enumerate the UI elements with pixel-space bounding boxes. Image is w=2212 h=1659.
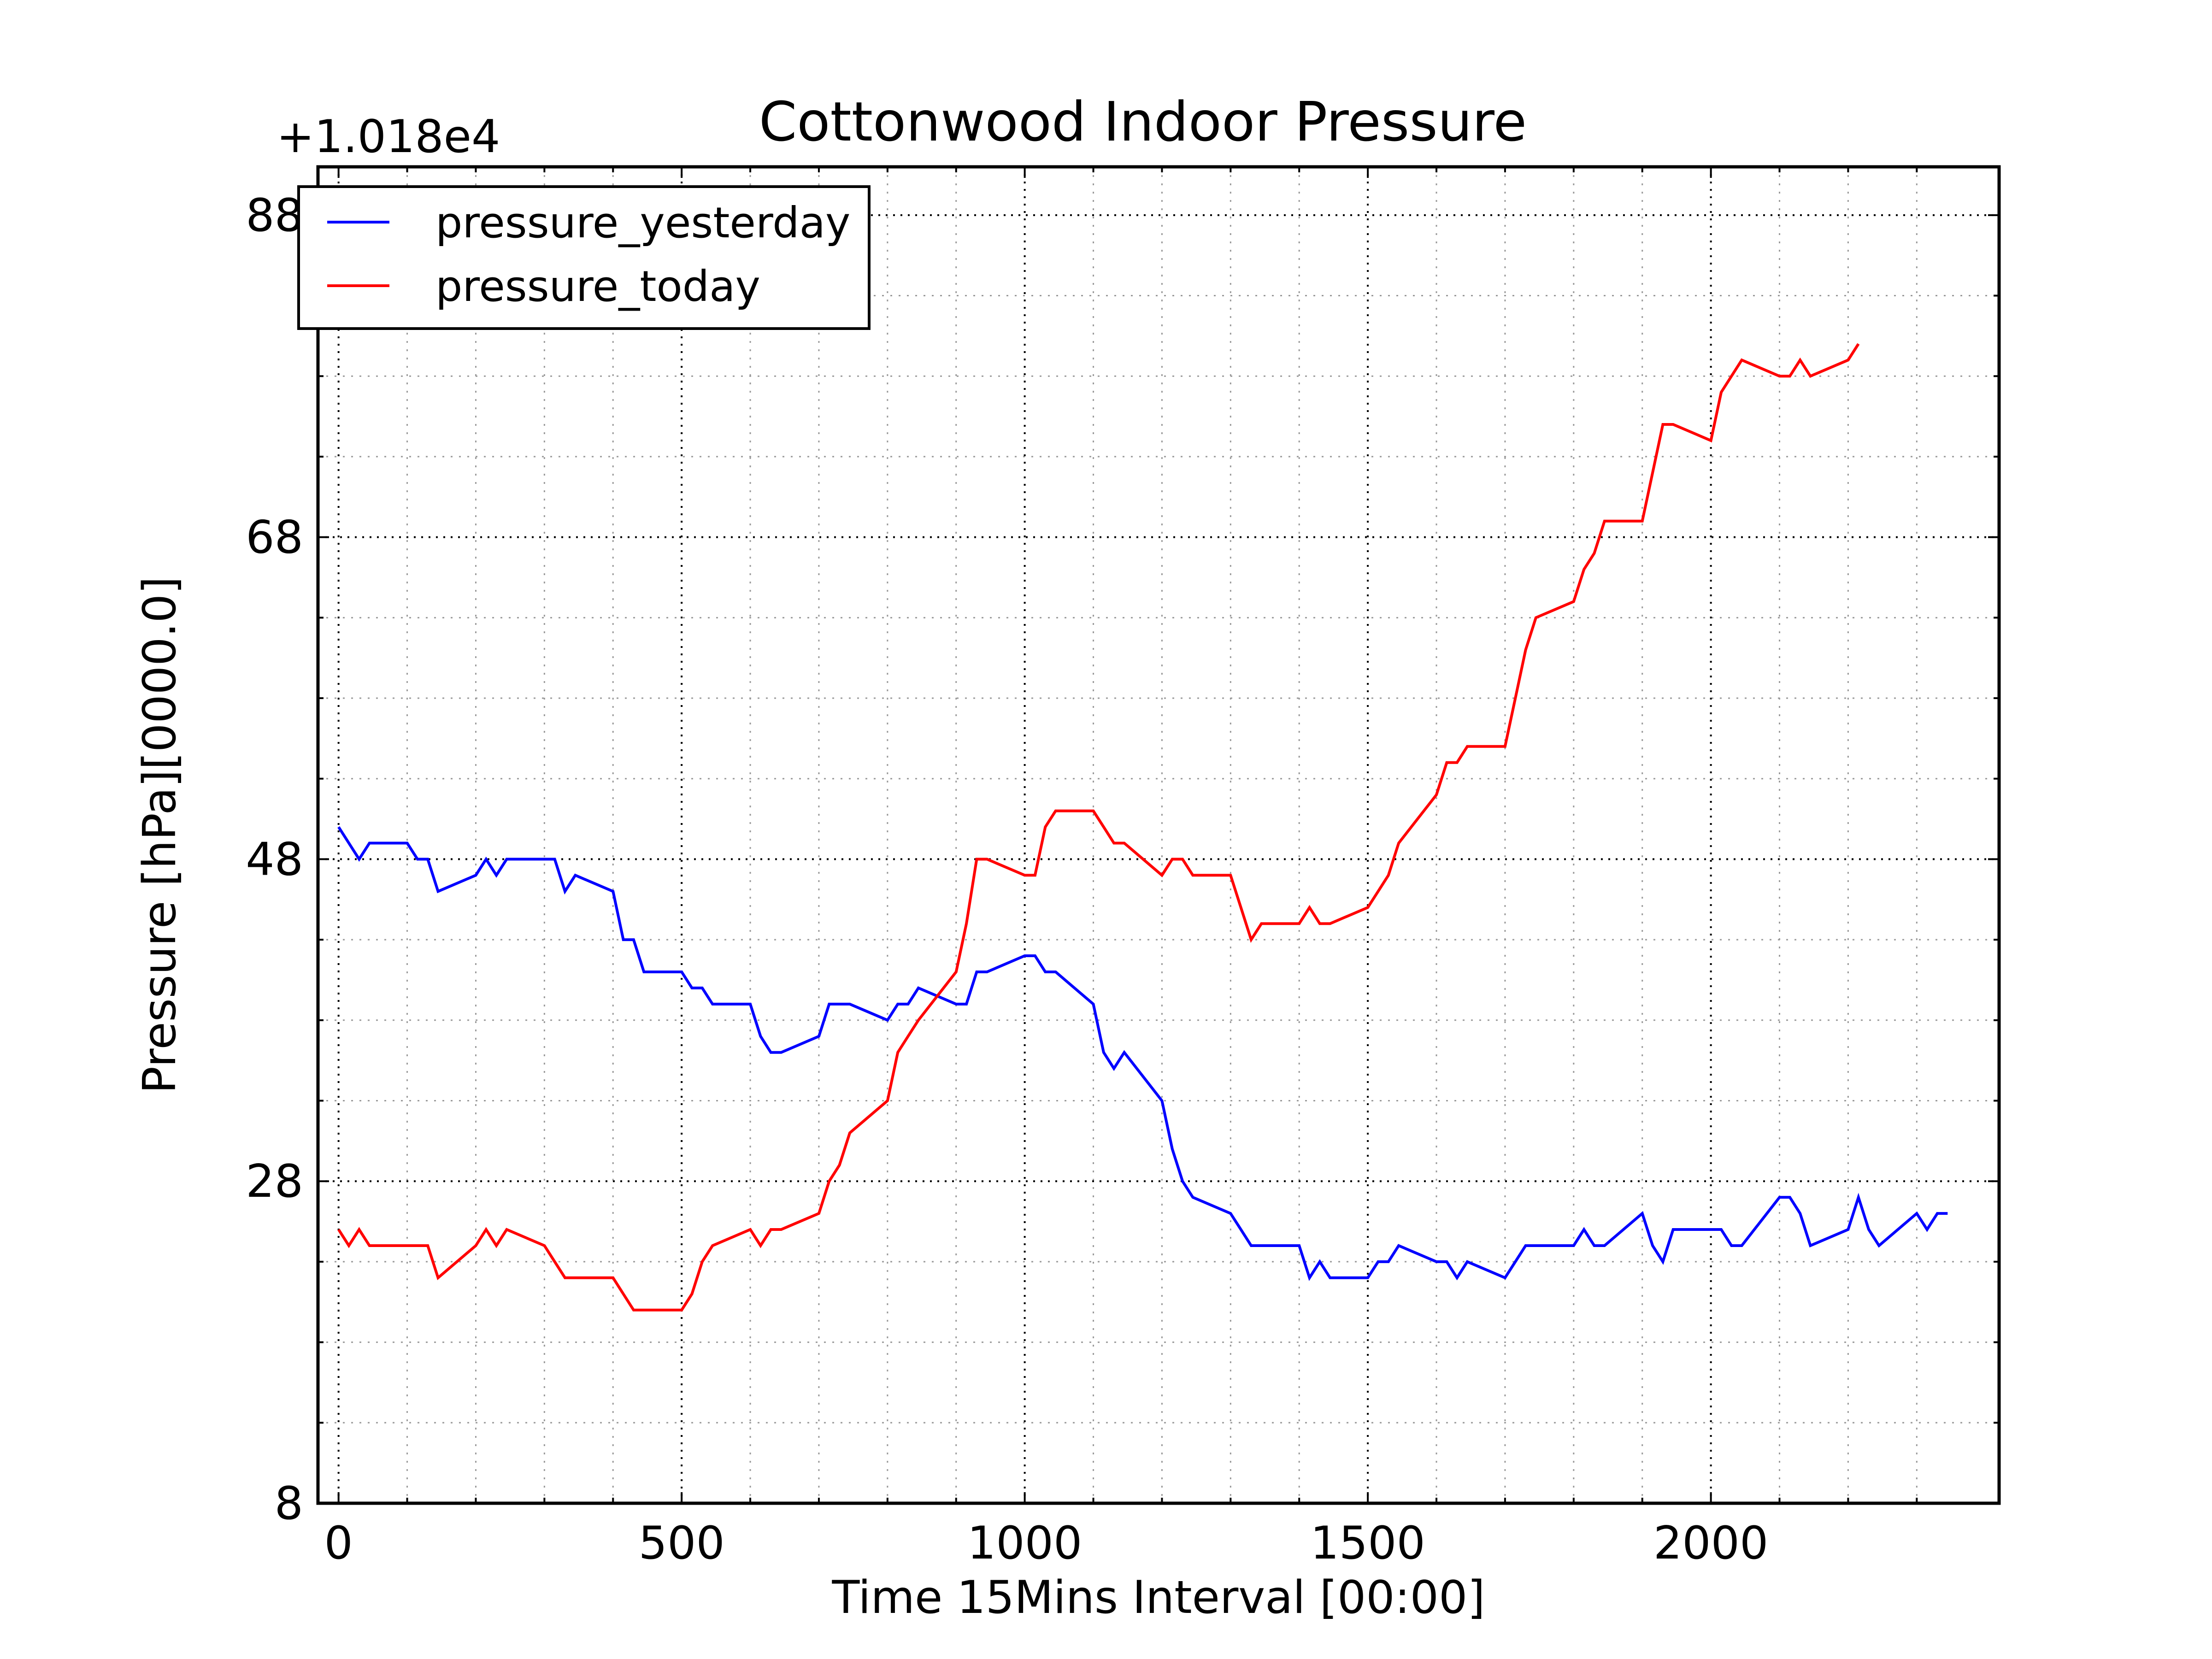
x-tick-label: 2000 — [1653, 1517, 1768, 1570]
y-axis-offset-label: +1.018e4 — [276, 111, 500, 163]
legend-box — [297, 185, 871, 330]
legend-label-pressure-yesterday: pressure_yesterday — [435, 198, 850, 247]
legend-label-pressure-today: pressure_today — [435, 262, 760, 311]
grid — [318, 167, 1999, 1504]
x-axis-label: Time 15Mins Interval [00:00] — [831, 1571, 1485, 1624]
plot-frame — [316, 165, 2001, 1505]
legend: pressure_yesterday pressure_today — [297, 185, 871, 330]
y-tick-label: 48 — [246, 833, 303, 886]
series-group — [337, 343, 1948, 1312]
y-tick-label: 28 — [246, 1155, 303, 1208]
x-tick-label: 1500 — [1310, 1517, 1425, 1570]
x-tick-label: 500 — [639, 1517, 725, 1570]
x-tick-label: 0 — [324, 1517, 353, 1570]
x-tick-label: 1000 — [967, 1517, 1082, 1570]
series-line-pressure-today — [337, 343, 1860, 1312]
y-tick-label: 8 — [275, 1477, 303, 1530]
y-tick-label: 68 — [246, 512, 303, 564]
series-line-pressure-yesterday — [337, 826, 1948, 1281]
y-tick-label: 88 — [246, 189, 303, 242]
tick-labels: 0 500 1000 1500 2000 8 28 48 68 88 — [246, 189, 1768, 1570]
chart-title: Cottonwood Indoor Pressure — [759, 90, 1527, 153]
y-axis-label: Pressure [hPa][0000.0] — [134, 577, 186, 1094]
